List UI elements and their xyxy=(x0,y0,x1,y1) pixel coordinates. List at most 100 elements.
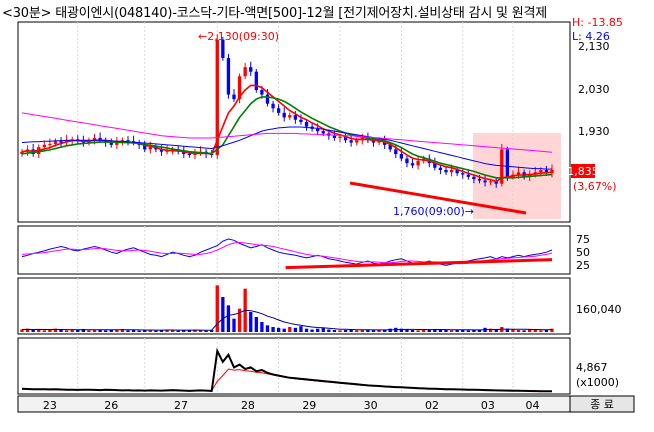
volume-bar xyxy=(355,330,359,332)
candle-body xyxy=(271,103,275,109)
volume-bar xyxy=(343,330,348,332)
candle-body xyxy=(444,170,448,173)
volume-bar xyxy=(472,330,476,332)
volume-bar xyxy=(293,327,298,332)
candle-body xyxy=(394,149,398,154)
volume-bar xyxy=(120,329,125,332)
candle-body xyxy=(243,67,247,77)
volume-bar xyxy=(360,330,364,332)
candle-body xyxy=(187,154,192,155)
candle-body xyxy=(299,119,303,122)
candle-body xyxy=(477,179,482,181)
candle-body xyxy=(449,170,454,173)
volume-bar xyxy=(533,330,537,332)
candle-body xyxy=(143,144,147,150)
volume-bar xyxy=(31,330,35,332)
volume-bar xyxy=(455,329,459,332)
candle-body xyxy=(221,39,225,58)
osc-tick-75: 75 xyxy=(576,233,590,246)
candle-body xyxy=(505,149,510,177)
closing-box xyxy=(569,395,635,413)
price-trend-line xyxy=(349,181,527,215)
candle-body xyxy=(304,122,309,127)
volume-bar xyxy=(232,318,236,332)
volume-bar xyxy=(260,322,264,332)
high-stat: H: -13.85 xyxy=(572,16,623,29)
volume-bar xyxy=(198,330,203,332)
volume-bar xyxy=(154,330,158,332)
volume-bar xyxy=(416,330,420,332)
candle-body xyxy=(382,141,387,145)
volume-bar xyxy=(282,328,286,332)
volume-bar xyxy=(316,328,320,332)
x-tick-label: 27 xyxy=(174,399,188,412)
high-annotation: ←2,130(09:30) xyxy=(198,30,279,43)
volume-bar xyxy=(143,330,147,332)
candle-body xyxy=(59,141,63,143)
volume-bar xyxy=(215,285,219,332)
candle-body xyxy=(53,141,58,144)
volume-bar xyxy=(187,330,192,332)
candle-body xyxy=(20,151,24,154)
volume-bar xyxy=(332,330,337,332)
candle-body xyxy=(388,144,392,150)
volume-bar xyxy=(539,330,543,332)
volume-bar xyxy=(137,330,141,332)
volume-bar xyxy=(92,330,97,332)
volume-bar xyxy=(126,330,130,332)
volume-bar xyxy=(48,329,52,332)
volume-bar xyxy=(494,329,498,332)
volume-bar xyxy=(511,329,515,332)
volume-bar xyxy=(59,330,63,332)
volume-bar xyxy=(131,330,136,332)
x-tick-label: 04 xyxy=(525,399,539,412)
candle-body xyxy=(249,67,253,72)
osc-tick-50: 50 xyxy=(576,246,590,259)
volume-ma-line xyxy=(21,309,553,331)
candle-body xyxy=(126,140,130,142)
x-tick-label: 29 xyxy=(302,399,316,412)
volume-bar xyxy=(115,329,119,332)
candle-body xyxy=(550,170,554,174)
low-annotation: 1,760(09:00)→ xyxy=(393,205,474,218)
volume-bar xyxy=(505,328,510,332)
volume-bar xyxy=(237,308,242,332)
candle-body xyxy=(416,160,420,166)
volume-bar xyxy=(466,330,470,332)
volume-bar xyxy=(422,329,426,332)
candle-body xyxy=(293,115,298,120)
indicator-line xyxy=(21,347,553,393)
candle-body xyxy=(338,136,342,138)
volume-bar xyxy=(288,327,292,332)
candle-body xyxy=(343,136,348,141)
moving-average-longest xyxy=(21,112,553,153)
volume-bar xyxy=(70,329,74,332)
current-change: (3,67%) xyxy=(573,180,617,193)
volume-bar xyxy=(444,330,448,332)
x-tick-label: 02 xyxy=(425,399,439,412)
volume-bar xyxy=(449,330,454,332)
volume-bar xyxy=(550,328,554,332)
volume-bar xyxy=(204,330,208,332)
candle-body xyxy=(410,163,415,166)
price-tick-3: 1,930 xyxy=(578,125,610,138)
volume-bar xyxy=(210,330,214,332)
candle-body xyxy=(472,176,476,180)
candle-body xyxy=(288,115,292,118)
volume-bar xyxy=(226,305,231,332)
volume-bar xyxy=(53,328,58,332)
volume-bar xyxy=(438,329,443,332)
price-tick-2: 2,030 xyxy=(578,83,610,96)
osc-tick-25: 25 xyxy=(576,259,590,272)
candle-body xyxy=(237,76,242,100)
volume-bar xyxy=(249,312,253,332)
candle-body xyxy=(355,140,359,143)
volume-bar xyxy=(310,329,314,332)
candle-body xyxy=(232,94,236,100)
candle-body xyxy=(405,158,409,164)
volume-bar xyxy=(327,329,331,332)
volume-bar xyxy=(382,329,387,332)
volume-bar xyxy=(461,330,465,332)
candle-body xyxy=(494,181,498,184)
